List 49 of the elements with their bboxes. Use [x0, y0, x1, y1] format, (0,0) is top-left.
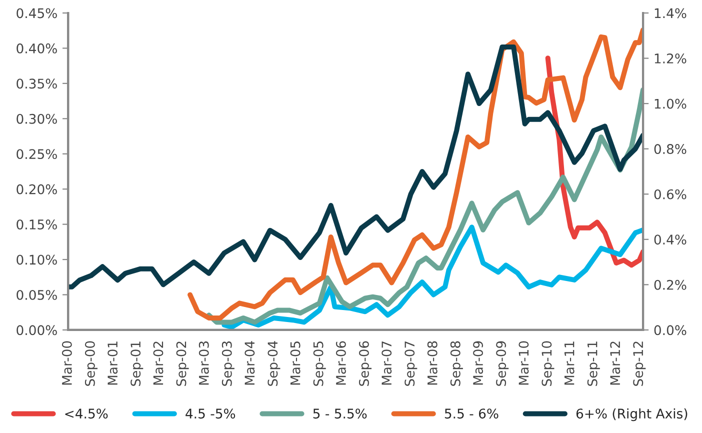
x-tick-label: Sep-10 [542, 341, 554, 386]
x-tick-label: Mar-03 [198, 341, 209, 385]
y2-tick-label: 1.2% [654, 53, 686, 64]
y-tick-label: 0.40% [16, 43, 57, 54]
x-tick-label: Sep-03 [222, 341, 234, 386]
y2-tick-label: 0.4% [654, 234, 686, 245]
y-tick-label: 0.25% [16, 149, 57, 160]
x-tick-label: Mar-11 [564, 342, 574, 385]
x-tick-label: Sep-11 [587, 342, 600, 386]
legend-label: 4.5 -5% [186, 408, 236, 419]
x-tick-label: Sep-06 [358, 341, 372, 386]
x-tick-label: Mar-12 [610, 342, 620, 385]
x-tick-label: Sep-07 [404, 341, 418, 386]
y2-tick-label: 0.6% [654, 189, 686, 200]
y-tick-label: 0.15% [16, 220, 57, 230]
y-tick-label: 0.00% [16, 325, 57, 336]
y2-tick-label: 0.2% [654, 280, 686, 290]
x-tick-label: Sep-09 [496, 341, 509, 386]
y-tick-label: 0.20% [16, 184, 57, 194]
x-tick-label: Mar-06 [336, 341, 346, 385]
legend-label: 5.5 - 6% [444, 408, 498, 419]
x-tick-label: Mar-00 [62, 341, 72, 385]
x-tick-label: Sep-05 [313, 342, 326, 386]
y-tick-label: 0.35% [16, 78, 57, 89]
y-tick-label: 0.05% [16, 290, 57, 300]
y-tick-label: 0.10% [16, 254, 57, 265]
x-tick-label: Mar-10 [518, 341, 529, 385]
legend-label: 6+% (Right Axis) [576, 408, 688, 422]
x-tick-label: Mar-02 [153, 342, 164, 385]
legend-label: <4.5% [65, 408, 108, 419]
x-tick-label: Mar-08 [427, 341, 438, 385]
x-tick-label: Mar-09 [473, 341, 484, 385]
y2-tick-label: 0.0% [654, 325, 686, 336]
legend-label: 5 - 5.5% [313, 408, 367, 419]
x-tick-label: Sep-08 [450, 341, 463, 386]
x-tick-label: Sep-04 [268, 341, 280, 386]
y2-tick-label: 0.8% [654, 144, 686, 154]
y2-tick-label: 1.0% [654, 98, 686, 109]
y-tick-label: 0.45% [16, 8, 57, 18]
x-tick-label: Sep-00 [84, 341, 98, 386]
x-tick-label: Sep-02 [176, 342, 189, 386]
y-tick-label: 0.30% [16, 114, 57, 124]
x-tick-label: Mar-01 [108, 342, 118, 385]
y2-tick-label: 1.4% [654, 8, 686, 18]
x-tick-label: Mar-05 [290, 342, 300, 385]
x-tick-label: Sep-12 [633, 342, 646, 386]
x-tick-label: Sep-01 [130, 342, 144, 386]
x-tick-label: Mar-04 [244, 341, 255, 385]
x-tick-label: Mar-07 [382, 341, 392, 385]
